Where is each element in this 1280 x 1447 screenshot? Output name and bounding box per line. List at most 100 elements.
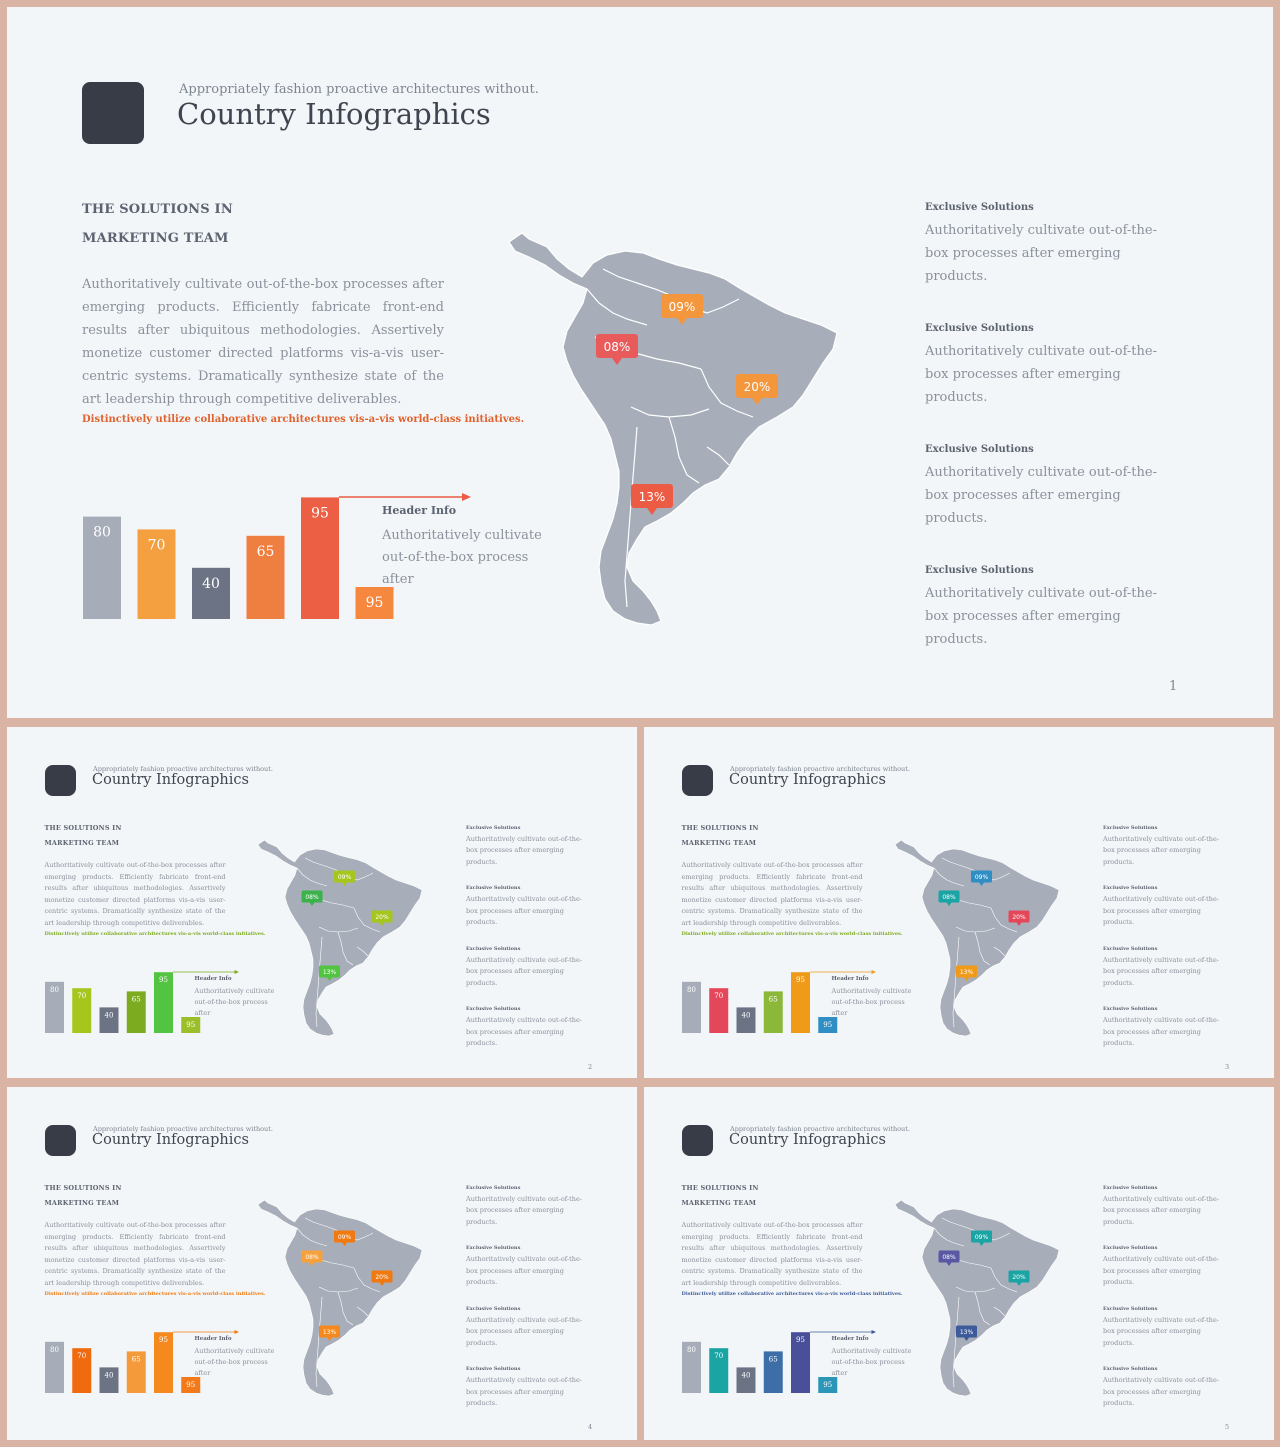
right-info-title: Exclusive Solutions [925, 565, 1034, 576]
right-info-text: Authoritatively cultivate out-of-the-box… [1103, 895, 1219, 926]
right-info-item: Exclusive Solutions Authoritatively culti… [466, 1245, 586, 1289]
bar-value-label: 70 [714, 1352, 723, 1360]
country-border [300, 1251, 355, 1269]
continent-shape [257, 839, 423, 1037]
country-border [955, 926, 996, 933]
map-marker[interactable]: 13% [319, 1325, 340, 1342]
map-marker[interactable]: 08% [938, 1250, 960, 1267]
map-marker[interactable]: 13% [319, 965, 340, 982]
marker-label: 08% [942, 1254, 956, 1261]
map-marker[interactable]: 08% [301, 890, 323, 907]
marker-bubble [956, 965, 977, 978]
body-paragraph: Authoritatively cultivate out-of-the-box… [44, 1221, 226, 1287]
bar [709, 988, 729, 1033]
map-marker[interactable]: 20% [1008, 910, 1030, 927]
right-info-text: Authoritatively cultivate out-of-the-box… [925, 465, 1157, 526]
right-info-title: Exclusive Solutions [1103, 885, 1158, 891]
bar [83, 516, 121, 619]
map-marker[interactable]: 13% [956, 965, 977, 982]
header-info-title: Header Info [194, 1335, 232, 1342]
marker-label: 09% [338, 1234, 352, 1241]
country-border [300, 891, 355, 909]
country-border [337, 1291, 354, 1326]
slide-1[interactable]: Appropriately fashion proactive architec… [7, 7, 1273, 718]
right-info-title: Exclusive Solutions [1103, 1245, 1158, 1251]
marker-label: 20% [375, 1274, 389, 1281]
map-marker[interactable]: 09% [971, 870, 992, 887]
right-info-title: Exclusive Solutions [1103, 1366, 1158, 1372]
country-border [318, 926, 359, 933]
highlight-text: Distinctively utilize collaborative arch… [44, 1290, 266, 1297]
map-marker[interactable]: 08% [301, 1250, 323, 1267]
right-info-text: Authoritatively cultivate out-of-the-box… [1103, 955, 1219, 987]
header-info-title: Header Info [831, 1335, 869, 1342]
right-info-text: Authoritatively cultivate out-of-the-box… [925, 344, 1157, 405]
page-number: 2 [588, 1063, 593, 1071]
bar [355, 587, 394, 619]
bar-value-label: 40 [742, 1011, 751, 1019]
bar [682, 1341, 701, 1393]
country-border [315, 1296, 323, 1388]
map-marker[interactable]: 13% [956, 1325, 977, 1342]
country-border [933, 1227, 965, 1247]
map-marker[interactable]: 09% [971, 1230, 992, 1247]
slide-4[interactable]: Appropriately fashion proactive architec… [7, 1087, 637, 1440]
marker-pointer [612, 358, 622, 365]
right-info-text: Authoritatively cultivate out-of-the-box… [466, 1194, 582, 1226]
marker-bubble [334, 1230, 355, 1243]
right-info-text: Authoritatively cultivate out-of-the-box… [925, 586, 1157, 647]
marker-bubble [631, 484, 673, 508]
map-marker[interactable]: 09% [334, 1230, 355, 1247]
slide-5[interactable]: Appropriately fashion proactive architec… [644, 1087, 1274, 1440]
country-border [937, 891, 992, 909]
header-info-text: Authoritatively cultivate out-of-the-box… [194, 1347, 275, 1377]
right-info-title: Exclusive Solutions [466, 1006, 521, 1012]
continent-shape [257, 1199, 423, 1397]
body-paragraph: Authoritatively cultivate out-of-the-box… [681, 1221, 863, 1287]
country-border [955, 1286, 996, 1293]
bar [682, 981, 701, 1033]
right-info-title: Exclusive Solutions [466, 824, 521, 831]
bar-value-label: 95 [823, 1021, 832, 1029]
marker-label: 20% [375, 914, 389, 921]
slide-2[interactable]: Appropriately fashion proactive architec… [7, 727, 637, 1078]
marker-bubble [736, 374, 778, 398]
map-marker[interactable]: 08% [596, 334, 638, 365]
logo-box [681, 1124, 713, 1156]
country-border [353, 1267, 381, 1293]
marker-label: 09% [975, 874, 989, 881]
marker-pointer [1016, 1282, 1022, 1286]
country-border [941, 1217, 979, 1233]
bar [154, 972, 173, 1033]
slide-title: Country Infographics [729, 1132, 886, 1148]
map-marker[interactable]: 09% [334, 870, 355, 887]
marker-bubble [661, 294, 703, 318]
section-heading: THE SOLUTIONS IN MARKETING TEAM [681, 1184, 759, 1207]
right-info-item: Exclusive Solutions Authoritatively culti… [466, 1366, 586, 1410]
right-info-title: Exclusive Solutions [925, 323, 1034, 334]
header-info-title: Header Info [382, 504, 457, 517]
marker-pointer [647, 508, 657, 515]
country-border [318, 1286, 359, 1293]
header-info-title: Header Info [194, 975, 232, 982]
marker-pointer [342, 882, 347, 886]
map-marker[interactable]: 20% [736, 374, 778, 405]
bar-value-label: 80 [687, 986, 696, 994]
bar-value-label: 40 [742, 1371, 751, 1379]
slide-3[interactable]: Appropriately fashion proactive architec… [644, 727, 1274, 1078]
country-border [315, 936, 323, 1028]
right-info-text: Authoritatively cultivate out-of-the-box… [1103, 1315, 1219, 1347]
right-info-text: Authoritatively cultivate out-of-the-box… [466, 1315, 582, 1347]
map-marker[interactable]: 20% [371, 910, 393, 927]
logo-box [82, 82, 144, 144]
map-marker[interactable]: 20% [371, 1270, 393, 1287]
map-marker[interactable]: 20% [1008, 1270, 1030, 1287]
right-info-title: Exclusive Solutions [925, 444, 1034, 455]
right-info-item: Exclusive Solutions Authoritatively culti… [925, 323, 1165, 409]
right-info-title: Exclusive Solutions [925, 202, 1034, 213]
map-marker[interactable]: 08% [938, 890, 960, 907]
bar-value-label: 65 [769, 1355, 778, 1363]
map-marker[interactable]: 09% [661, 294, 703, 325]
logo-box [681, 764, 713, 796]
map-marker[interactable]: 13% [631, 484, 673, 515]
